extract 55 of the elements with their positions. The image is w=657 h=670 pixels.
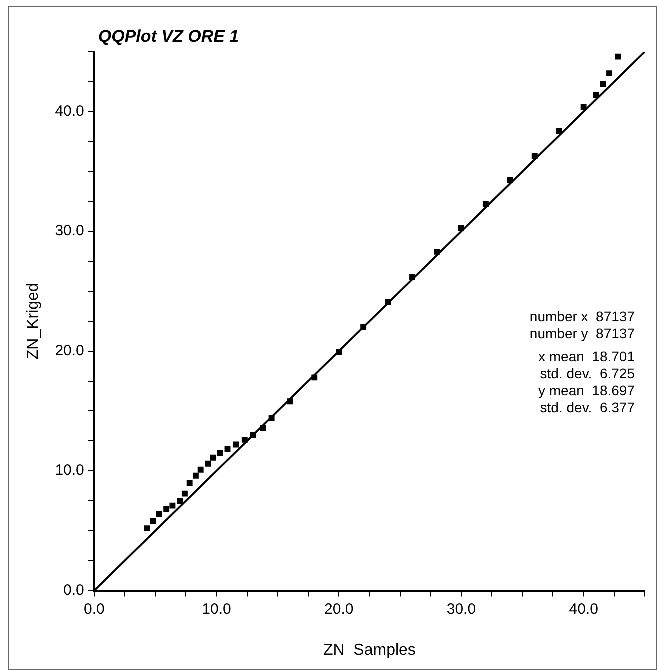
x-tick-label: 10.0: [202, 600, 232, 618]
point: [182, 490, 188, 497]
point: [192, 472, 199, 479]
point: [600, 81, 606, 88]
point: [233, 442, 240, 448]
point: [186, 480, 193, 486]
annotation: std. dev. 6.377: [540, 399, 636, 416]
x-axis-title: ZN Samples: [323, 642, 416, 659]
point: [532, 153, 538, 160]
point: [615, 54, 622, 60]
point: [434, 248, 440, 255]
point: [268, 415, 275, 422]
x-tick-label: 20.0: [324, 600, 354, 618]
point: [580, 104, 587, 110]
point: [287, 398, 294, 405]
annotation: x mean 18.701: [538, 348, 636, 364]
point: [156, 511, 162, 518]
point: [458, 225, 464, 231]
point: [507, 177, 514, 184]
point: [217, 450, 224, 456]
point: [385, 299, 392, 306]
point: [360, 324, 367, 330]
point: [606, 70, 612, 77]
annotation: number x 87137: [530, 308, 636, 324]
y-tick-label: 0.0: [64, 582, 84, 599]
point: [260, 424, 266, 431]
point: [177, 498, 184, 504]
point: [224, 446, 231, 452]
point: [593, 92, 600, 98]
point: [198, 466, 204, 473]
annotation: std. dev. 6.725: [540, 365, 636, 382]
point: [482, 201, 489, 208]
y-tick-label: 10.0: [55, 462, 84, 480]
x-tick-label: 0.0: [84, 600, 105, 618]
y-axis-title: ZN_Kriged: [25, 283, 42, 360]
y-tick-label: 40.0: [55, 103, 84, 120]
point: [205, 460, 212, 467]
point: [556, 128, 562, 134]
point: [242, 436, 248, 443]
point: [144, 526, 150, 532]
point: [250, 432, 256, 438]
point: [336, 350, 342, 356]
point: [210, 454, 216, 461]
point: [170, 502, 176, 509]
annotation: number y 87137: [530, 325, 636, 342]
point: [410, 274, 416, 280]
x-tick-label: 30.0: [446, 600, 476, 618]
y-tick-label: 20.0: [55, 342, 84, 360]
point: [150, 518, 156, 524]
point: [312, 374, 318, 381]
annotation: y mean 18.697: [538, 382, 636, 398]
chart-title: QQPlot VZ ORE 1: [98, 27, 240, 46]
x-tick-label: 40.0: [569, 600, 598, 618]
y-tick-label: 30.0: [55, 222, 84, 240]
point: [164, 506, 170, 512]
